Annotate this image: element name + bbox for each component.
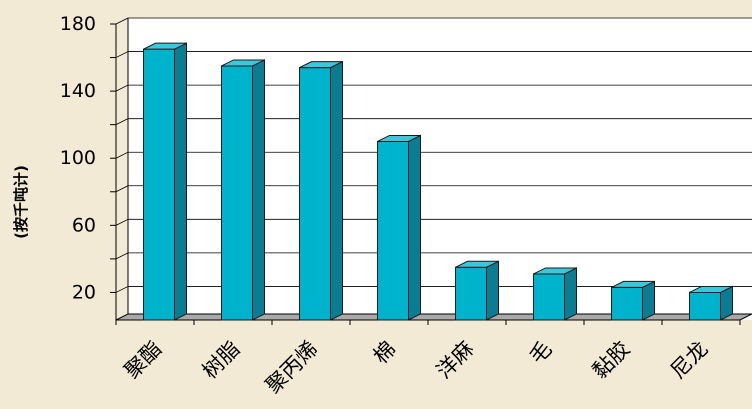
x-tick-label: 黏胶 bbox=[588, 337, 635, 384]
bar-side bbox=[174, 42, 187, 321]
bar bbox=[377, 134, 421, 321]
gridline-side bbox=[115, 17, 129, 25]
bar-top bbox=[533, 267, 577, 275]
x-tick-label: 聚丙烯 bbox=[261, 337, 323, 399]
gridline-side bbox=[115, 286, 129, 293]
gridline-side bbox=[115, 151, 129, 159]
bar-front bbox=[377, 140, 409, 321]
y-tick-label: 20 bbox=[72, 281, 96, 303]
bar bbox=[299, 60, 343, 321]
bar-front bbox=[299, 67, 331, 321]
x-tick-label: 聚酯 bbox=[120, 337, 167, 384]
bar-front bbox=[455, 266, 487, 321]
bar-side bbox=[252, 59, 265, 321]
gridline-side bbox=[115, 218, 129, 226]
y-tick-label: 100 bbox=[60, 147, 96, 169]
gridline-side bbox=[115, 118, 129, 126]
x-tick-label: 毛 bbox=[525, 337, 557, 369]
y-tick-label: 140 bbox=[60, 80, 96, 102]
x-tick-label: 棉 bbox=[369, 337, 401, 369]
bar-top bbox=[455, 260, 499, 268]
bar-front bbox=[221, 65, 253, 321]
bar-front bbox=[689, 291, 721, 321]
bar bbox=[533, 267, 577, 321]
plot-area bbox=[115, 17, 752, 321]
y-axis-label: (按千吨计) bbox=[12, 165, 30, 239]
axes bbox=[110, 18, 741, 325]
bar-side bbox=[330, 60, 343, 321]
bar-front bbox=[611, 286, 643, 321]
chart-floor bbox=[115, 313, 752, 321]
x-tick-label: 尼龙 bbox=[666, 337, 713, 384]
bars bbox=[143, 42, 733, 321]
x-tick-label: 洋麻 bbox=[432, 337, 479, 384]
gridline-side bbox=[115, 185, 129, 193]
bar bbox=[611, 280, 655, 321]
bar-top bbox=[611, 280, 655, 288]
gridline-side bbox=[115, 51, 129, 58]
bar-top bbox=[377, 134, 421, 142]
bar-top bbox=[221, 59, 265, 67]
bar bbox=[221, 59, 265, 321]
bar-side bbox=[564, 267, 577, 321]
bar-front bbox=[143, 48, 175, 321]
bar-top bbox=[299, 61, 343, 69]
gridline-side bbox=[115, 252, 129, 260]
bar-top bbox=[689, 285, 733, 293]
bar bbox=[689, 285, 733, 321]
bar-side bbox=[486, 260, 499, 321]
bar bbox=[455, 260, 499, 321]
y-tick-label: 60 bbox=[72, 214, 96, 236]
y-tick-label: 180 bbox=[60, 13, 96, 35]
bar bbox=[143, 42, 187, 321]
bar-side bbox=[642, 280, 655, 321]
bar-front bbox=[533, 273, 565, 321]
gridline-side bbox=[115, 84, 129, 92]
x-tick-label: 树脂 bbox=[198, 337, 245, 384]
bar-side bbox=[408, 134, 421, 321]
bar-top bbox=[143, 42, 187, 50]
